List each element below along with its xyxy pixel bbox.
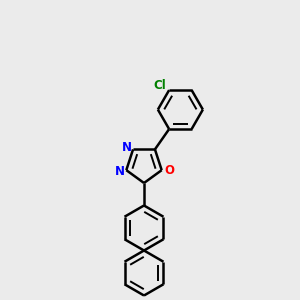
Text: N: N <box>122 141 131 154</box>
Text: Cl: Cl <box>154 79 167 92</box>
Text: O: O <box>164 164 174 177</box>
Text: N: N <box>115 165 125 178</box>
